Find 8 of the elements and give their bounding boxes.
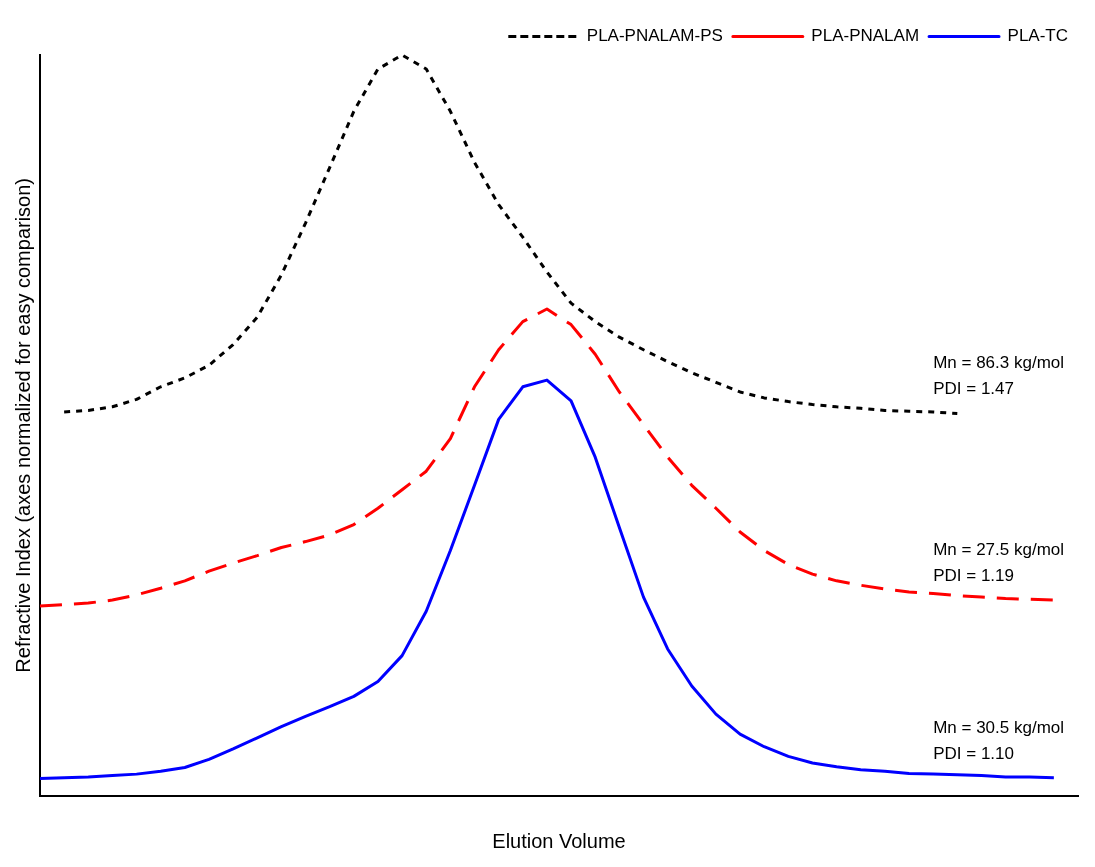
- x-axis-title: Elution Volume: [492, 829, 626, 852]
- legend-label: PLA-TC: [1007, 26, 1069, 46]
- legend-label: PLA-PNALAM: [811, 26, 920, 46]
- annotation: Mn = 86.3 kg/mol PDI = 1.47: [933, 353, 1065, 399]
- annotation: Mn = 30.5 kg/mol PDI = 1.10: [933, 717, 1065, 763]
- legend-label: PLA-PNALAM-PS: [586, 26, 723, 46]
- y-axis-title: Refractive Index (axes normalized for easy comparison): [11, 177, 34, 673]
- annotation: Mn = 27.5 kg/mol PDI = 1.19: [933, 539, 1065, 585]
